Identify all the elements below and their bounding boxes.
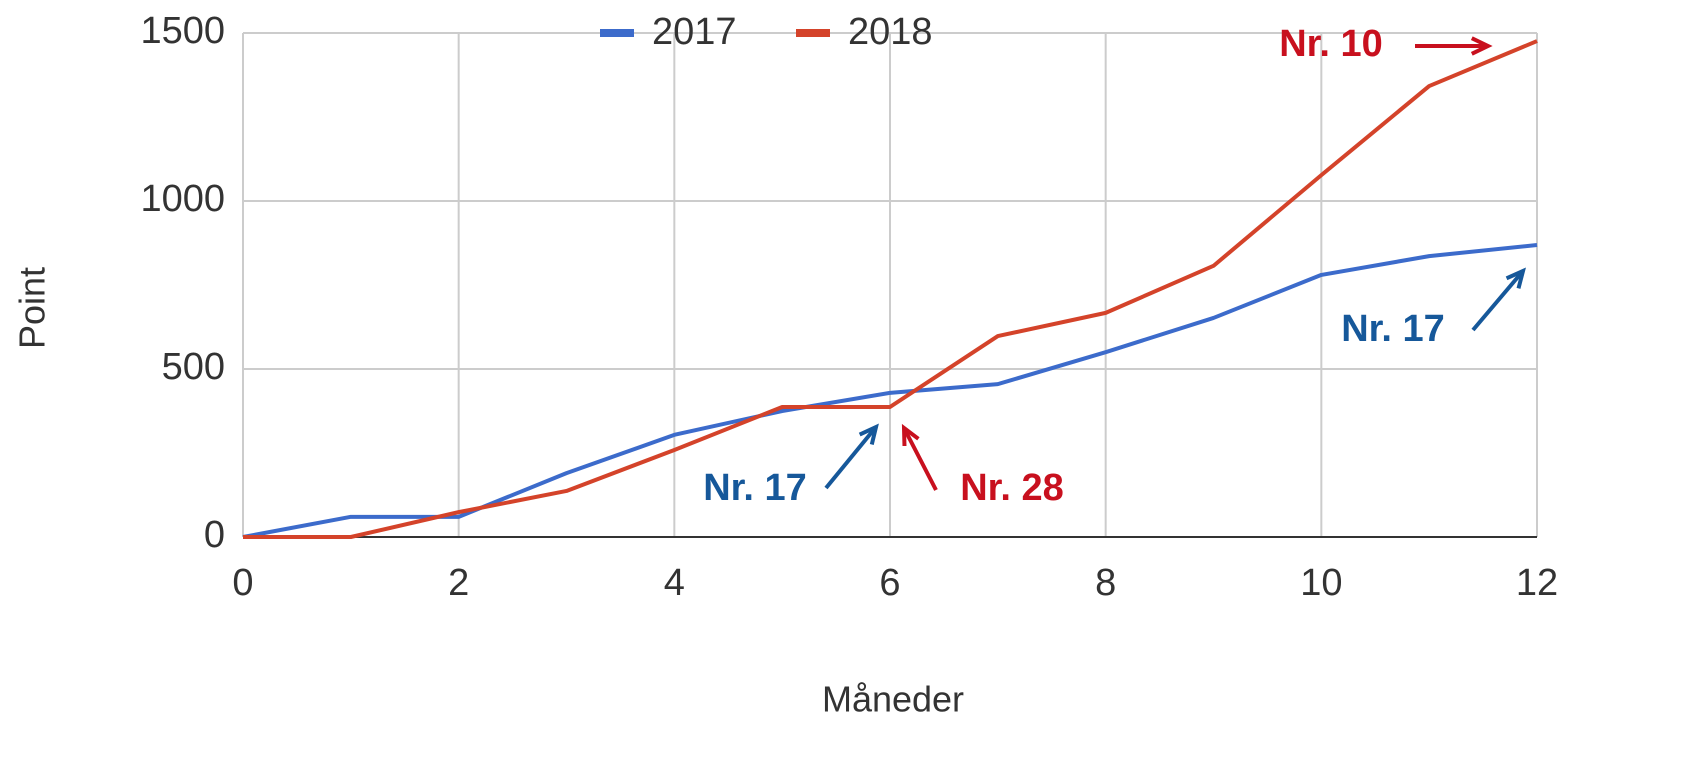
y-tick-label: 0 bbox=[204, 514, 225, 556]
x-tick-label: 12 bbox=[1516, 562, 1558, 604]
annotation-arrowhead bbox=[858, 423, 879, 445]
series-line bbox=[243, 39, 1538, 539]
x-tick-label: 8 bbox=[1095, 562, 1116, 604]
x-tick-label: 6 bbox=[879, 562, 900, 604]
x-tick-label: 10 bbox=[1300, 562, 1342, 604]
annotation: Nr. 10 bbox=[1279, 23, 1383, 65]
legend-label: 2018 bbox=[848, 11, 933, 53]
legend-label: 2017 bbox=[652, 11, 737, 53]
annotation-arrowhead bbox=[901, 423, 920, 447]
series-line bbox=[242, 243, 1538, 539]
x-tick-label: 2 bbox=[448, 562, 469, 604]
annotation-arrowhead bbox=[1470, 36, 1493, 56]
y-axis-label: Point bbox=[12, 267, 53, 349]
annotation: Nr. 28 bbox=[960, 467, 1064, 509]
annotation-arrow bbox=[824, 425, 878, 490]
annotation-arrow bbox=[1471, 269, 1525, 332]
x-tick-label: 4 bbox=[664, 562, 685, 604]
annotation: Nr. 17 bbox=[1341, 308, 1445, 350]
y-tick-label: 1500 bbox=[140, 10, 225, 52]
annotation-arrow bbox=[902, 427, 938, 491]
x-axis-label: Måneder bbox=[822, 679, 964, 720]
x-tick-label: 0 bbox=[232, 562, 253, 604]
y-tick-label: 1000 bbox=[140, 178, 225, 220]
annotation-arrowhead bbox=[1505, 267, 1526, 289]
annotation: Nr. 17 bbox=[703, 467, 807, 509]
y-tick-label: 500 bbox=[162, 346, 225, 388]
